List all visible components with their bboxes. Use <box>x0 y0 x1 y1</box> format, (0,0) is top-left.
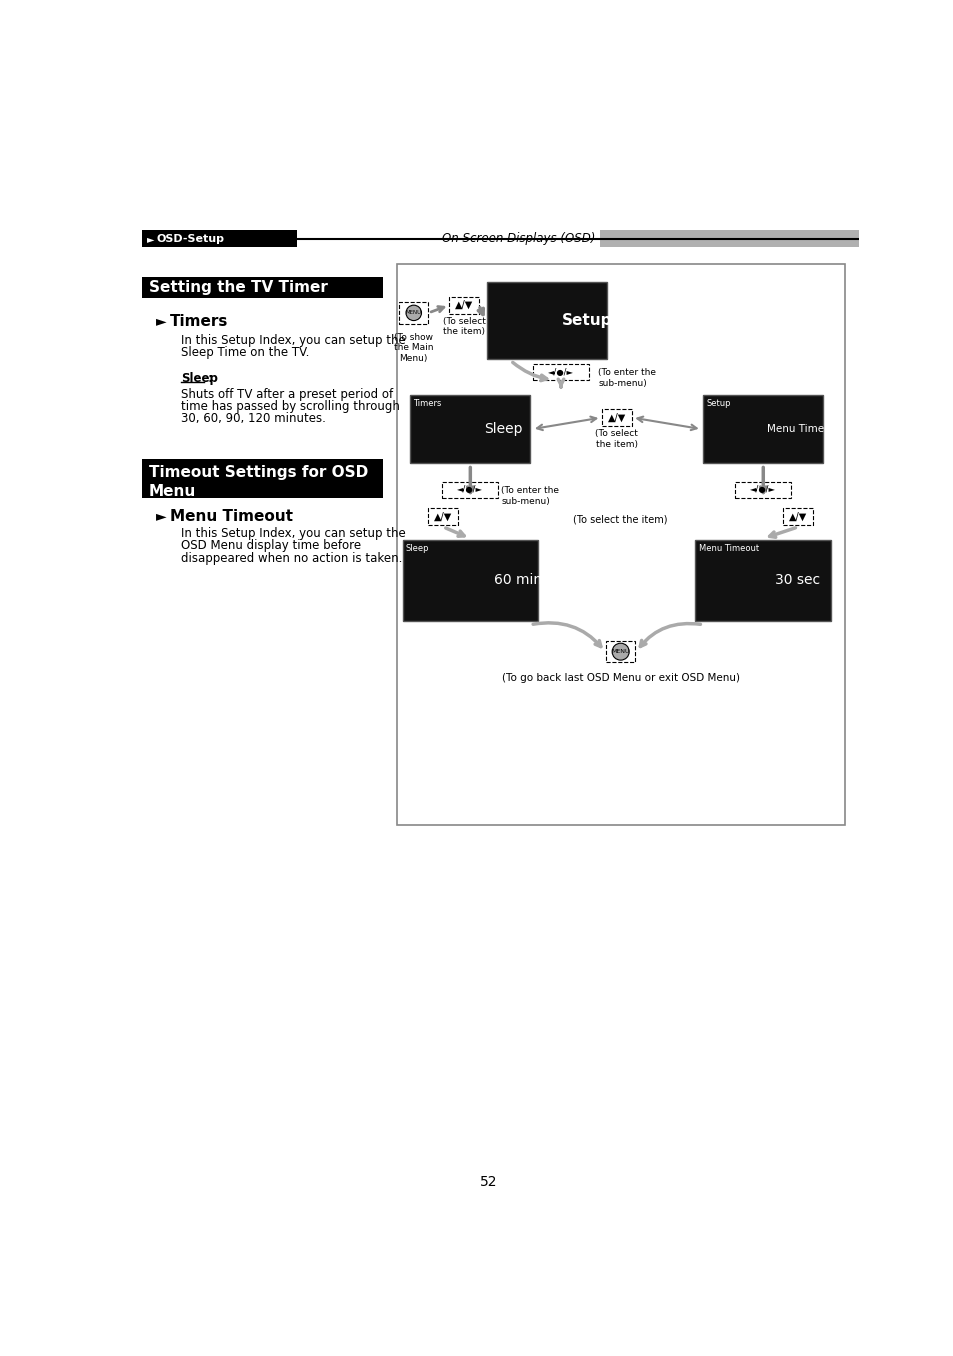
Text: ▲/▼: ▲/▼ <box>788 513 806 522</box>
Text: Timeout Settings for OSD: Timeout Settings for OSD <box>149 465 368 480</box>
Text: 60 min: 60 min <box>493 574 541 587</box>
Text: Shuts off TV after a preset period of: Shuts off TV after a preset period of <box>181 388 393 400</box>
Text: (To select the item): (To select the item) <box>573 515 667 525</box>
Bar <box>142 231 297 247</box>
Bar <box>402 540 537 621</box>
Text: ▲/▼: ▲/▼ <box>434 513 452 522</box>
Text: 30 sec: 30 sec <box>774 574 820 587</box>
Bar <box>398 302 428 324</box>
Text: Sleep: Sleep <box>405 544 429 553</box>
Text: time has passed by scrolling through: time has passed by scrolling through <box>181 400 399 412</box>
Text: Setting the TV Timer: Setting the TV Timer <box>149 279 327 296</box>
Text: (To select
the item): (To select the item) <box>442 317 485 336</box>
Bar <box>142 460 382 498</box>
Text: (To enter the
sub-menu): (To enter the sub-menu) <box>500 485 558 506</box>
Text: ◄/●/►: ◄/●/► <box>456 485 483 495</box>
Text: Setup: Setup <box>705 399 730 408</box>
Text: In this Setup Index, you can setup the: In this Setup Index, you can setup the <box>181 334 406 347</box>
Text: Menu: Menu <box>149 484 195 499</box>
Text: disappeared when no action is taken.: disappeared when no action is taken. <box>181 552 402 564</box>
Text: 30, 60, 90, 120 minutes.: 30, 60, 90, 120 minutes. <box>181 412 326 426</box>
Bar <box>601 410 631 426</box>
Text: Menu Timeout: Menu Timeout <box>170 510 293 525</box>
Text: ▲/▼: ▲/▼ <box>455 300 473 311</box>
Text: Setup: Setup <box>561 313 612 328</box>
Text: ►: ► <box>147 235 154 244</box>
Text: In this Setup Index, you can setup the: In this Setup Index, you can setup the <box>181 527 406 540</box>
Text: ►: ► <box>156 510 167 523</box>
Text: Menu Timeout: Menu Timeout <box>766 424 841 434</box>
Circle shape <box>612 643 629 660</box>
Text: Timers: Timers <box>413 399 441 408</box>
Circle shape <box>406 305 421 320</box>
Text: Menu Timeout: Menu Timeout <box>698 544 758 553</box>
Bar <box>695 540 830 621</box>
Text: (To select
the item): (To select the item) <box>595 428 638 449</box>
Bar <box>605 641 635 663</box>
Text: OSD-Setup: OSD-Setup <box>156 235 224 244</box>
Bar <box>142 277 382 298</box>
Bar <box>487 282 607 359</box>
Text: (To show
the Main
Menu): (To show the Main Menu) <box>394 332 433 362</box>
Text: (To enter the
sub-menu): (To enter the sub-menu) <box>598 369 656 388</box>
Bar <box>428 508 457 525</box>
Text: Sleep Time on the TV.: Sleep Time on the TV. <box>181 346 310 359</box>
Text: ►: ► <box>156 315 167 328</box>
Text: (To go back last OSD Menu or exit OSD Menu): (To go back last OSD Menu or exit OSD Me… <box>501 673 739 683</box>
Text: Timers: Timers <box>170 315 228 330</box>
Bar <box>599 231 858 247</box>
Text: MENU: MENU <box>405 311 421 316</box>
Bar <box>702 395 822 462</box>
Text: OSD Menu display time before: OSD Menu display time before <box>181 540 361 552</box>
Bar <box>449 297 478 313</box>
Bar <box>782 508 812 525</box>
Bar <box>410 395 530 462</box>
Text: On Screen Displays (OSD): On Screen Displays (OSD) <box>442 232 596 245</box>
Text: 52: 52 <box>479 1176 497 1189</box>
Text: ◄/●/►: ◄/●/► <box>749 485 776 495</box>
Text: ◄/●/►: ◄/●/► <box>547 367 574 377</box>
Text: :: : <box>204 372 213 385</box>
Text: MENU: MENU <box>611 650 629 654</box>
Text: Sleep: Sleep <box>484 422 522 437</box>
Text: Sleep: Sleep <box>181 372 218 385</box>
Bar <box>735 483 790 498</box>
Bar <box>533 365 588 380</box>
Bar <box>442 483 497 498</box>
Bar <box>396 264 843 824</box>
Text: ▲/▼: ▲/▼ <box>607 412 625 423</box>
